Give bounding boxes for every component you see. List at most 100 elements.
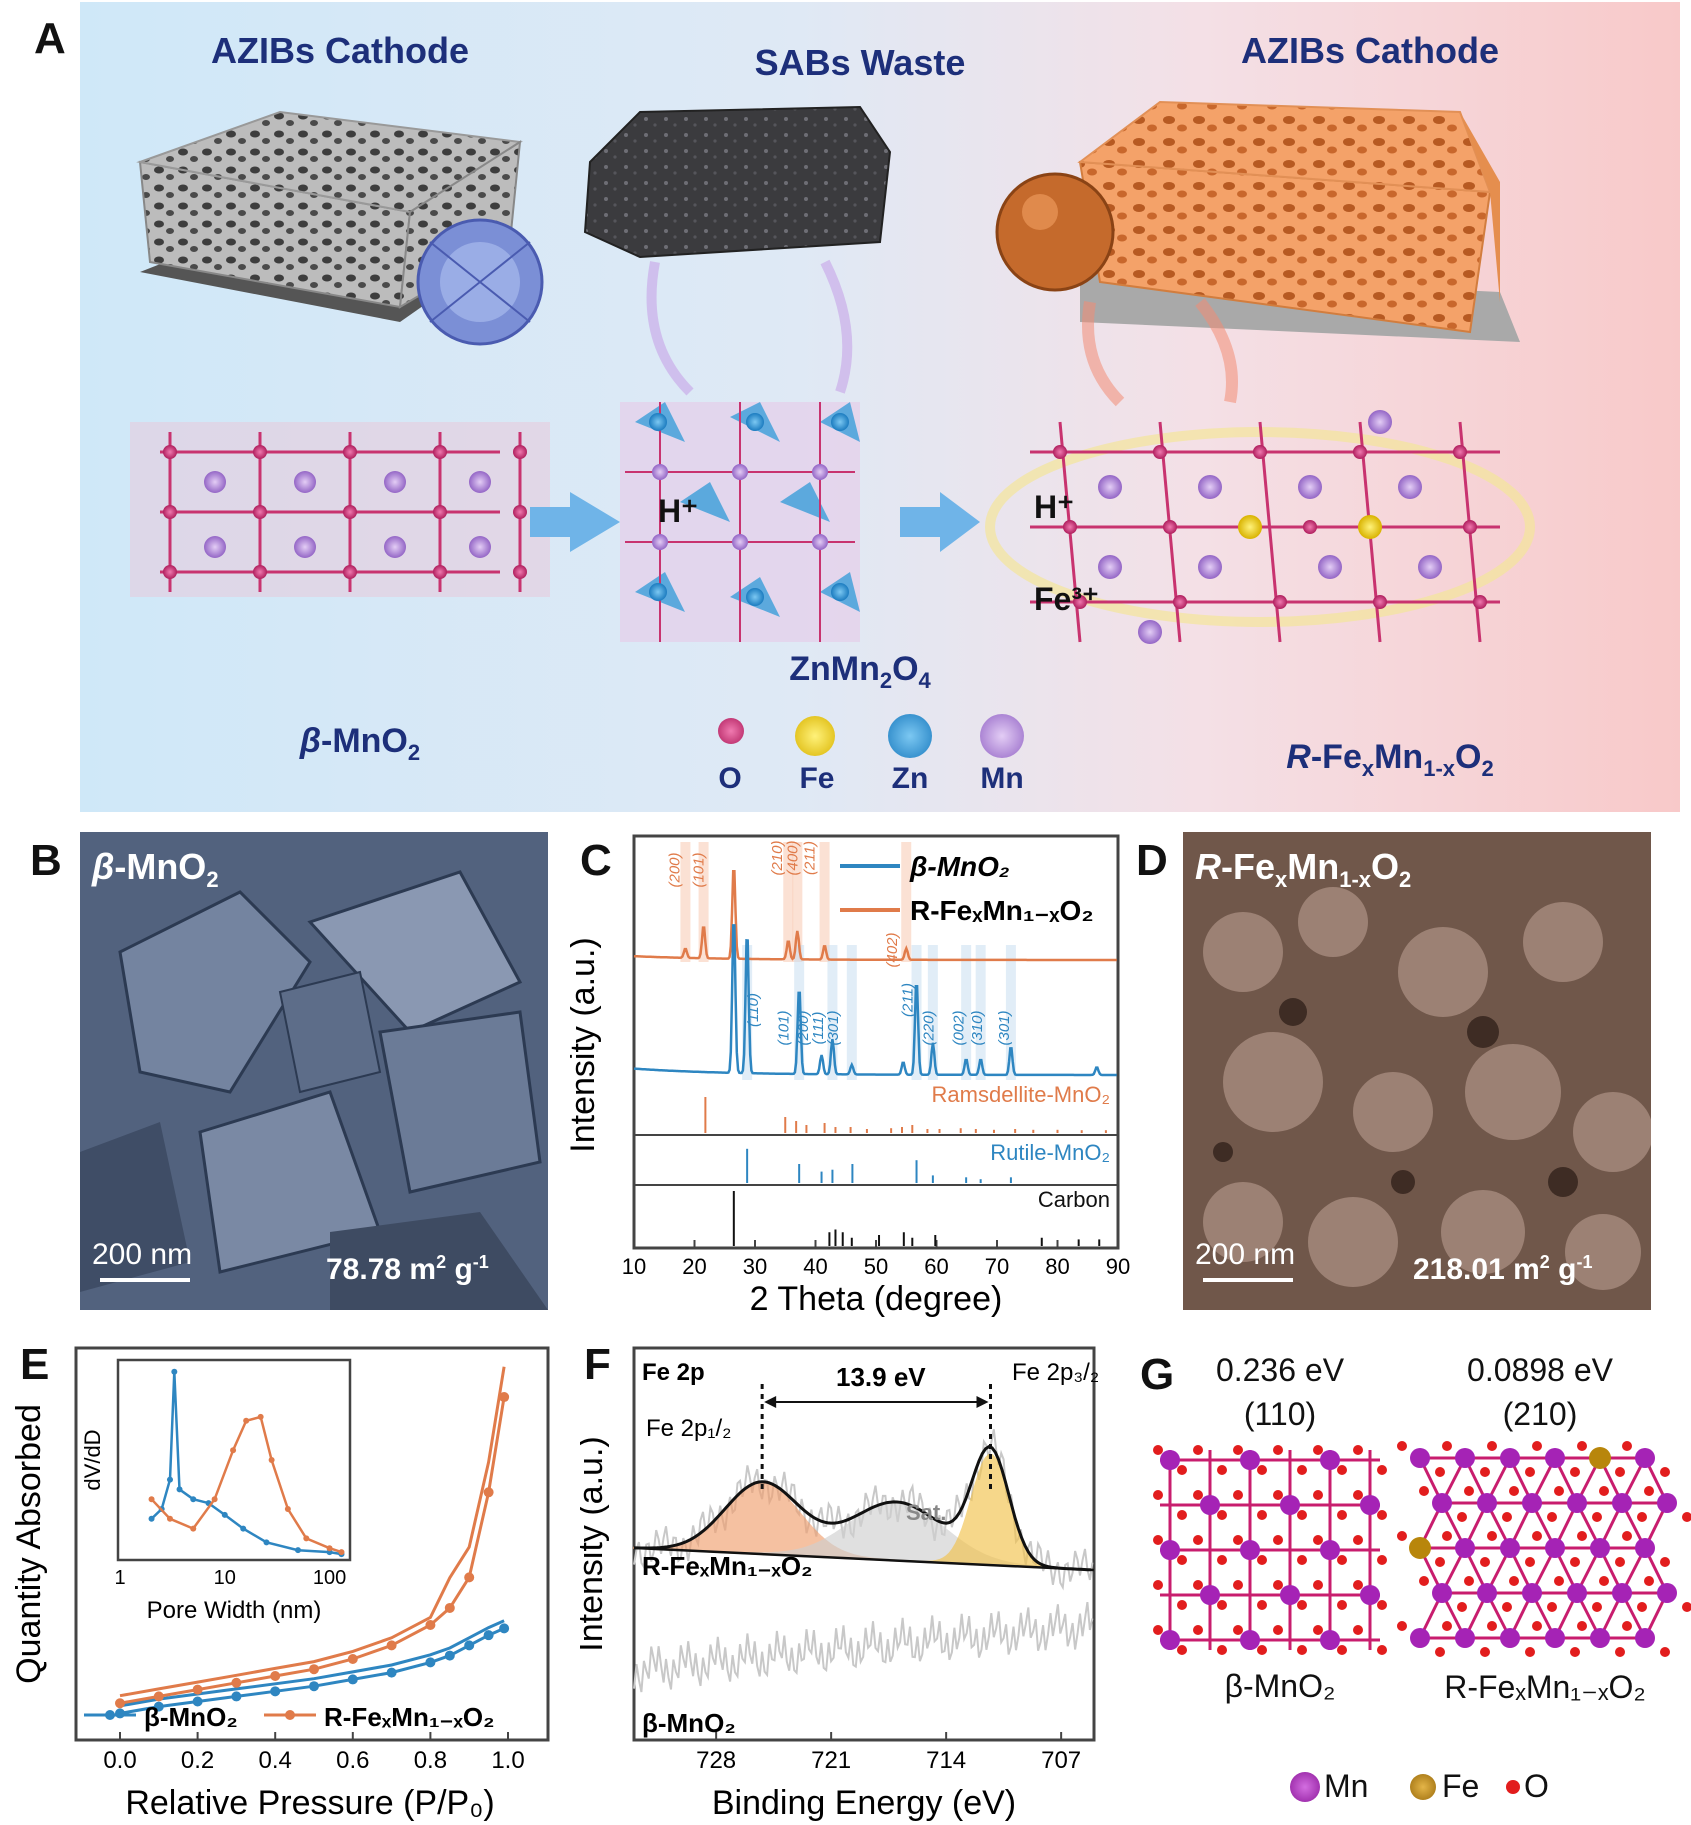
- dft-o-atom: [1297, 1645, 1307, 1655]
- bet-inset-point: [257, 1413, 264, 1420]
- dft-o-atom: [1177, 1510, 1187, 1520]
- bet-point: [464, 1572, 475, 1583]
- bet-tick-label: 0.2: [181, 1747, 214, 1774]
- left-arrow: [530, 492, 620, 552]
- dft-o-atom: [1177, 1645, 1187, 1655]
- dft-mn-atom: [1240, 1540, 1260, 1560]
- dft-o-atom: [1397, 1531, 1407, 1541]
- dft-mn-atom: [1545, 1628, 1565, 1648]
- xrd-blue-band: [827, 945, 838, 1080]
- dft-o-atom: [1464, 1486, 1474, 1496]
- dft-mn-atom: [1200, 1585, 1220, 1605]
- dft-o-atom: [1599, 1576, 1609, 1586]
- dft-o-atom: [1442, 1531, 1452, 1541]
- panel-a-illustration: [130, 100, 1535, 644]
- sem-rfe-title: R-FexMn1-xO2: [1195, 846, 1412, 893]
- dft-o-atom: [1532, 1531, 1542, 1541]
- bet-point: [153, 1691, 164, 1702]
- dft-o-atom: [1233, 1445, 1243, 1455]
- bet-point: [192, 1684, 203, 1695]
- g-fe-icon: [1410, 1774, 1436, 1800]
- dft-mn-atom: [1500, 1538, 1520, 1558]
- xrd-blue-band: [927, 945, 938, 1080]
- xps-peak1-label: Fe 2p₁/₂: [646, 1415, 731, 1442]
- dft-o-atom: [1622, 1531, 1632, 1541]
- dft-o-atom: [1377, 1645, 1387, 1655]
- dft-mn-atom: [1590, 1628, 1610, 1648]
- right-arrow-label-1: H⁺: [1034, 489, 1074, 525]
- bet-inset-point: [148, 1515, 155, 1522]
- sem-image-rfe: R-FexMn1-xO2 200 nm 218.01 m2 g-1: [1183, 832, 1651, 1310]
- dft-o-atom: [1570, 1467, 1580, 1477]
- right-header: AZIBs Cathode: [1240, 30, 1499, 71]
- znmn2o4-structure: [620, 402, 860, 642]
- dft-mn-atom: [1657, 1583, 1677, 1603]
- xrd-blue-peak-label: (310): [969, 1010, 986, 1045]
- dft-o-atom: [1660, 1557, 1670, 1567]
- dft-o-atom: [1377, 1555, 1387, 1565]
- bet-inset-ylabel: dV/dD: [80, 1429, 105, 1490]
- dft-o-atom: [1435, 1647, 1445, 1657]
- xrd-orange-peak-label: (400): [784, 840, 801, 875]
- bet-point: [231, 1677, 242, 1688]
- dft-mn-atom: [1567, 1583, 1587, 1603]
- g-left-energy: 0.236 eV: [1215, 1352, 1345, 1388]
- bet-inset-point: [166, 1476, 173, 1483]
- dft-o-atom: [1233, 1490, 1243, 1500]
- dft-o-atom: [1217, 1555, 1227, 1565]
- dft-o-atom: [1554, 1486, 1564, 1496]
- panel-letter-g: G: [1140, 1350, 1175, 1399]
- dft-o-atom: [1570, 1557, 1580, 1567]
- dft-o-atom: [1217, 1510, 1227, 1520]
- dft-o-atom: [1337, 1555, 1347, 1565]
- xps-envelope: [633, 1445, 1091, 1572]
- dft-o-atom: [1480, 1467, 1490, 1477]
- right-crystal-label: R-FexMn1-xO2: [1286, 738, 1494, 781]
- dft-mn-atom: [1500, 1628, 1520, 1648]
- dft-o-atom: [1637, 1512, 1647, 1522]
- bet-tick-label: 0.6: [336, 1747, 369, 1774]
- dft-o-atom: [1622, 1621, 1632, 1631]
- dft-o-atom: [1257, 1510, 1267, 1520]
- xrd-orange-trace: [633, 869, 1117, 962]
- xrd-blue-peak-label: (211): [899, 983, 916, 1017]
- dft-o-atom: [1442, 1621, 1452, 1631]
- xps-baseline: [633, 1546, 1095, 1572]
- dft-o-atom: [1297, 1600, 1307, 1610]
- bet-tick-label: 0.8: [414, 1747, 447, 1774]
- dft-o-atom: [1644, 1486, 1654, 1496]
- xrd-orange-peak-label: (101): [691, 852, 708, 887]
- orange-particle: [995, 172, 1115, 292]
- xrd-orange-band: [819, 842, 830, 962]
- dft-o-atom: [1532, 1441, 1542, 1451]
- xrd-blue-peak-label: (110): [745, 993, 762, 1027]
- atom-legend: O Fe Zn Mn: [710, 714, 1070, 798]
- bet-point: [386, 1640, 397, 1651]
- dft-o-atom: [1337, 1645, 1347, 1655]
- dft-o-atom: [1313, 1625, 1323, 1635]
- left-crystal-label: β-MnO2: [299, 722, 421, 765]
- g-left-facet: (110): [1243, 1396, 1317, 1432]
- fe-atom-icon: [795, 716, 835, 756]
- dft-o-atom: [1153, 1625, 1163, 1635]
- xps-tick-label: 728: [696, 1747, 736, 1774]
- r-femno2-structure: [985, 410, 1535, 644]
- dft-o-atom: [1257, 1645, 1267, 1655]
- dft-o-atom: [1233, 1625, 1243, 1635]
- bet-point: [270, 1686, 281, 1697]
- bet-ylabel: Quantity Absorbed: [10, 1404, 48, 1684]
- bet-point: [153, 1701, 164, 1712]
- bet-inset-point: [243, 1417, 250, 1424]
- dft-o-atom: [1615, 1467, 1625, 1477]
- dft-o-atom: [1577, 1621, 1587, 1631]
- dft-o-atom: [1177, 1600, 1187, 1610]
- bet-inset-point: [263, 1539, 270, 1546]
- xrd-tick-label: 80: [1045, 1254, 1069, 1279]
- bet-point: [444, 1602, 455, 1613]
- dft-o-atom: [1337, 1600, 1347, 1610]
- dft-o-atom: [1509, 1486, 1519, 1496]
- dft-o-atom: [1525, 1647, 1535, 1657]
- dft-mn-atom: [1477, 1583, 1497, 1603]
- xrd-tick-label: 30: [743, 1254, 767, 1279]
- dft-mn-atom: [1590, 1538, 1610, 1558]
